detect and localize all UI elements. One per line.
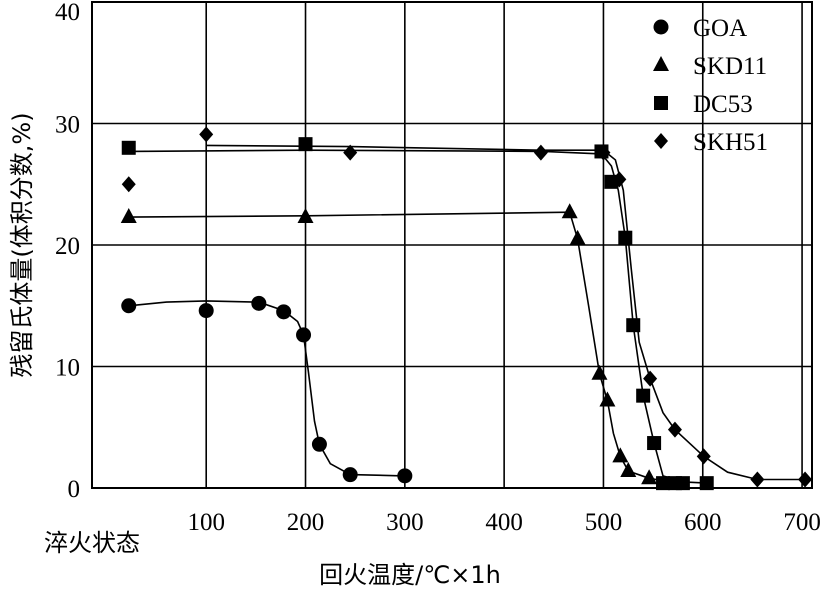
marker-dc53 [626, 318, 641, 333]
x-tick-label: 300 [386, 509, 424, 536]
marker-skh51 [798, 471, 813, 488]
y-tick-label: 0 [68, 476, 81, 503]
marker-goa [311, 436, 327, 452]
x-tick-label: 500 [585, 509, 623, 536]
legend-label-skh51: SKH51 [693, 129, 768, 156]
marker-skd11 [569, 229, 586, 245]
legend-marker-goa [653, 19, 669, 35]
marker-dc53 [618, 230, 633, 245]
plot-frame [91, 1, 813, 489]
marker-goa [296, 327, 312, 343]
x-tick-label: 200 [287, 509, 325, 536]
x-tick-label: 淬火状态 [44, 529, 140, 557]
marker-dc53 [636, 388, 651, 403]
legend-marker-dc53 [654, 96, 668, 110]
legend: GOA SKD11 DC53 SKH51 [653, 15, 768, 156]
marker-skh51 [750, 471, 765, 488]
x-tick-label: 700 [783, 509, 821, 536]
marker-skd11 [620, 461, 637, 477]
marker-skh51 [643, 370, 658, 387]
marker-skh51 [667, 421, 682, 438]
series-line-goa [128, 300, 405, 477]
legend-label-skd11: SKD11 [693, 53, 767, 80]
marker-skd11 [599, 391, 616, 407]
marker-skd11 [591, 364, 608, 380]
marker-skd11 [612, 447, 629, 463]
y-tick-label: 20 [55, 233, 80, 260]
marker-skd11 [561, 203, 578, 219]
x-tick-label: 100 [187, 509, 225, 536]
marker-skh51 [199, 126, 214, 143]
marker-dc53 [675, 476, 690, 491]
marker-goa [198, 303, 214, 319]
marker-goa [342, 467, 358, 483]
tick-labels: 淬火状态 100 200 300 400 500 600 700 0 10 20 30 40 [44, 0, 821, 557]
marker-skh51 [596, 144, 611, 161]
x-tick-label: 600 [684, 509, 722, 536]
y-axis-title: 残留氏体量(体积分数,%) [8, 112, 36, 377]
y-tick-label: 10 [55, 355, 80, 382]
marker-dc53 [298, 137, 313, 152]
marker-goa [121, 298, 137, 314]
legend-marker-skd11 [653, 56, 669, 71]
marker-goa [251, 295, 267, 311]
data-markers [120, 126, 813, 491]
legend-marker-skh51 [654, 133, 668, 149]
grid [92, 2, 812, 488]
marker-skd11 [120, 208, 137, 224]
marker-goa [397, 468, 413, 484]
marker-dc53 [647, 436, 662, 451]
marker-skd11 [297, 208, 314, 224]
series-line-skd11 [128, 211, 664, 482]
x-axis-title: 回火温度/℃×1h [319, 561, 501, 589]
marker-skh51 [343, 144, 358, 161]
series-line-dc53 [128, 149, 707, 484]
legend-label-goa: GOA [693, 15, 747, 42]
marker-goa [276, 304, 292, 320]
marker-skh51 [533, 144, 548, 161]
y-tick-label: 30 [55, 112, 80, 139]
y-tick-label: 40 [55, 0, 80, 26]
series-line-skh51 [206, 144, 805, 481]
marker-dc53 [699, 476, 714, 491]
x-tick-label: 400 [485, 509, 523, 536]
marker-skh51 [121, 176, 136, 193]
legend-label-dc53: DC53 [693, 91, 753, 118]
marker-skh51 [696, 448, 711, 465]
marker-skh51 [612, 171, 627, 188]
marker-dc53 [656, 476, 671, 491]
marker-skd11 [641, 469, 658, 485]
marker-dc53 [121, 140, 136, 155]
